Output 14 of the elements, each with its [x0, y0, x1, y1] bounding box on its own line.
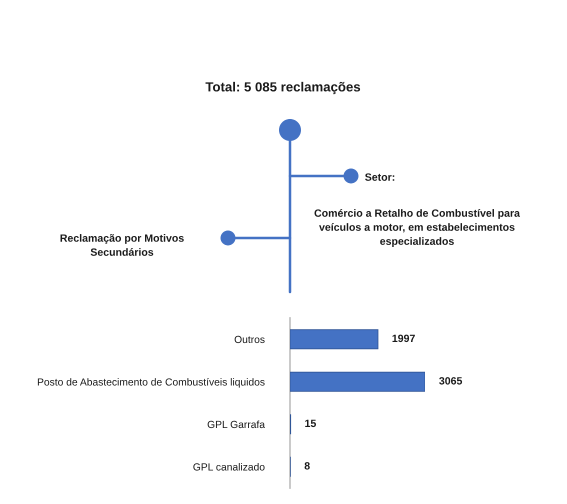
y-tick-label: GPL canalizado — [193, 463, 265, 471]
data-label: 8 — [304, 462, 310, 470]
y-tick-label: Posto de Abastecimento de Combustíveis liquidos — [38, 378, 265, 388]
data-label: 3065 — [439, 377, 462, 385]
chart-title: Total: 5 085 reclamações — [206, 82, 360, 94]
bar — [290, 372, 425, 392]
text: Reclamação por Motivos Secundários — [60, 234, 184, 256]
data-label: 15 — [305, 420, 316, 428]
y-tick-label: GPL Garrafa — [208, 420, 266, 428]
y-tick-label: Outros — [234, 336, 265, 344]
data-label: 1997 — [392, 334, 415, 342]
text: Setor: — [365, 173, 394, 181]
bar — [290, 329, 378, 350]
text: Comércio a Retalho de Combustível para veículos a motor, em estabelecimentos especializados — [314, 208, 520, 248]
